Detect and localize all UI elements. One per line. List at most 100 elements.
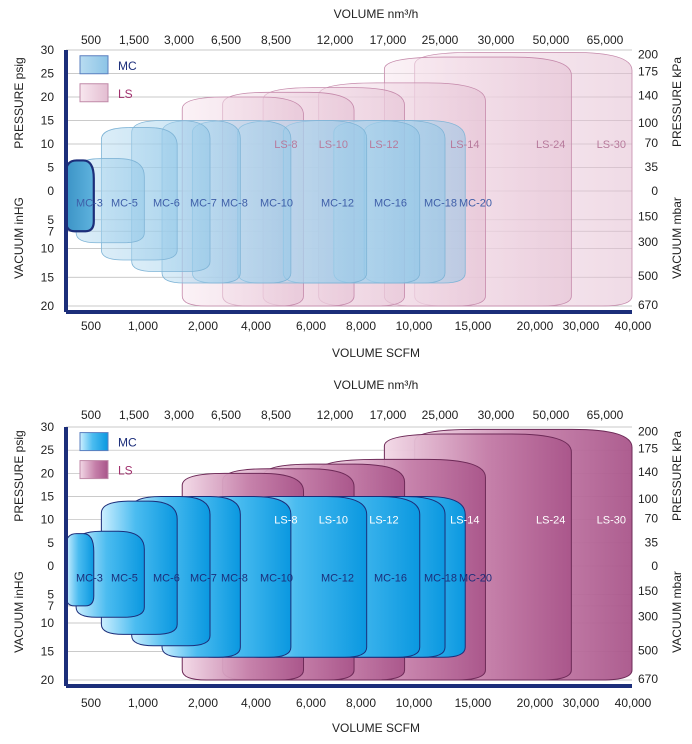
x-tick-label: 4,000 (241, 319, 271, 333)
y2-tick-label: 200 (638, 425, 658, 439)
x2-tick-label: 6,500 (211, 408, 241, 422)
x2-tick-label: 6,500 (211, 33, 241, 47)
x2-tick-label: 30,000 (478, 33, 515, 47)
y-tick-label: 5 (47, 588, 54, 602)
top-tick-labels: 500 1,500 3,000 6,500 8,500 12,000 17,000 25,00… (81, 33, 624, 47)
y-tick-label: 7 (47, 599, 54, 613)
x-tick-label: 10,000 (396, 696, 433, 710)
mc-label-mc-16: MC-16 (374, 572, 407, 584)
mc-area-mc-3 (64, 159, 95, 233)
y2-tick-label: 35 (645, 535, 659, 549)
y2-tick-label: 300 (638, 610, 658, 624)
top-tick-labels: 500 1,500 3,000 6,500 8,500 12,000 17,000 25,00… (81, 408, 624, 422)
left-pressure-axis-label: PRESSURE psig (12, 57, 26, 148)
x-tick-label: 20,000 (517, 696, 554, 710)
mc-label-mc-10: MC-10 (260, 198, 293, 210)
right-vacuum-axis-label: VACUUM mbar (670, 571, 684, 653)
x2-tick-label: 50,000 (533, 33, 570, 47)
mc-label-mc-16: MC-16 (374, 198, 407, 210)
y-tick-label: 15 (41, 490, 55, 504)
y-tick-label: 20 (41, 90, 55, 104)
bottom-tick-labels: 500 1,000 2,000 4,000 6,000 8,000 10,000 15,000… (81, 319, 652, 333)
y-tick-label: 10 (41, 616, 55, 630)
x2-tick-label: 65,000 (587, 408, 624, 422)
y2-tick-label: 300 (638, 235, 658, 249)
bottom-tick-labels: 500 1,000 2,000 4,000 6,000 8,000 10,000 15,000… (81, 696, 652, 710)
x-tick-label: 10,000 (396, 319, 433, 333)
right-pressure-axis-label: PRESSURE kPa (670, 431, 684, 521)
x2-tick-label: 8,500 (261, 408, 291, 422)
mc-label-mc-3: MC-3 (76, 198, 103, 210)
x2-tick-label: 50,000 (533, 408, 570, 422)
ls-label-ls-10: LS-10 (319, 139, 348, 151)
right-tick-labels: 200 175 140 100 70 35 0 150 300 500 670 (638, 425, 658, 686)
x-tick-label: 6,000 (296, 696, 326, 710)
y2-tick-label: 0 (651, 184, 658, 198)
x-tick-label: 6,000 (296, 319, 326, 333)
ls-label-ls-24: LS-24 (536, 515, 565, 527)
right-tick-labels: 200 175 140 100 70 35 0 150 300 500 670 (638, 48, 658, 312)
x-tick-label: 40,000 (615, 696, 652, 710)
y2-tick-label: 70 (645, 512, 659, 526)
left-vacuum-axis-label: VACUUM inHG (12, 571, 26, 653)
top-axis-title: VOLUME nm³/h (334, 378, 419, 392)
mc-label-mc-7: MC-7 (190, 198, 217, 210)
mc-label-mc-6: MC-6 (153, 198, 180, 210)
y-tick-label: 20 (41, 466, 55, 480)
mc-label-mc-7: MC-7 (190, 572, 217, 584)
y-tick-label: 7 (47, 224, 54, 238)
mc-label-mc-5: MC-5 (111, 198, 138, 210)
y2-tick-label: 35 (645, 160, 659, 174)
y-tick-label: 5 (47, 213, 54, 227)
x-tick-label: 8,000 (346, 319, 376, 333)
y-tick-label: 10 (41, 513, 55, 527)
mc-label-mc-18: MC-18 (424, 198, 457, 210)
panel-1-plot: LS-8 LS-10 LS-12 LS-14 LS-24 LS-30 MC-3 MC-5 MC-… (41, 33, 659, 333)
mc-label-mc-3: MC-3 (76, 572, 103, 584)
legend: MC LS (79, 55, 137, 103)
y2-tick-label: 175 (638, 441, 658, 455)
y2-tick-label: 200 (638, 48, 658, 62)
x-tick-label: 20,000 (517, 319, 554, 333)
mc-label-mc-12: MC-12 (321, 198, 354, 210)
y2-tick-label: 150 (638, 209, 658, 223)
legend-label-mc: MC (118, 436, 137, 450)
mc-label-mc-10: MC-10 (260, 572, 293, 584)
mc-label-mc-18: MC-18 (424, 572, 457, 584)
left-vacuum-axis-label: VACUUM inHG (12, 197, 26, 279)
y2-tick-label: 70 (645, 136, 659, 150)
ls-label-ls-30: LS-30 (597, 515, 626, 527)
ls-label-ls-8: LS-8 (274, 139, 297, 151)
x-tick-label: 1,000 (128, 319, 158, 333)
y-tick-label: 5 (47, 161, 54, 175)
x2-tick-label: 1,500 (119, 408, 149, 422)
left-pressure-axis-label: PRESSURE psig (12, 430, 26, 521)
ls-label-ls-12: LS-12 (369, 515, 398, 527)
legend: MC LS (79, 432, 137, 480)
legend-swatch-mc (79, 55, 109, 75)
legend-swatch-mc (79, 432, 109, 452)
legend-swatch-ls (79, 83, 109, 103)
mc-series-group (65, 496, 466, 658)
y-tick-label: 5 (47, 536, 54, 550)
ls-label-ls-12: LS-12 (369, 139, 398, 151)
y-tick-label: 15 (41, 645, 55, 659)
x2-tick-label: 12,000 (317, 408, 354, 422)
top-axis-title: VOLUME nm³/h (334, 7, 419, 21)
y2-tick-label: 670 (638, 298, 658, 312)
mc-label-mc-8: MC-8 (221, 572, 248, 584)
ls-label-ls-14: LS-14 (450, 515, 479, 527)
x-tick-label: 500 (81, 319, 101, 333)
mc-series-group (64, 120, 466, 284)
legend-swatch-ls (79, 460, 109, 480)
x-tick-label: 500 (81, 696, 101, 710)
y-tick-label: 30 (41, 43, 55, 57)
mc-label-mc-20: MC-20 (459, 572, 492, 584)
x-tick-label: 15,000 (455, 319, 492, 333)
panel-1-texts: VOLUME nm³/h VOLUME SCFM PRESSURE psig V… (12, 7, 684, 360)
x-axis-label: VOLUME SCFM (332, 721, 420, 735)
x2-tick-label: 500 (81, 33, 101, 47)
